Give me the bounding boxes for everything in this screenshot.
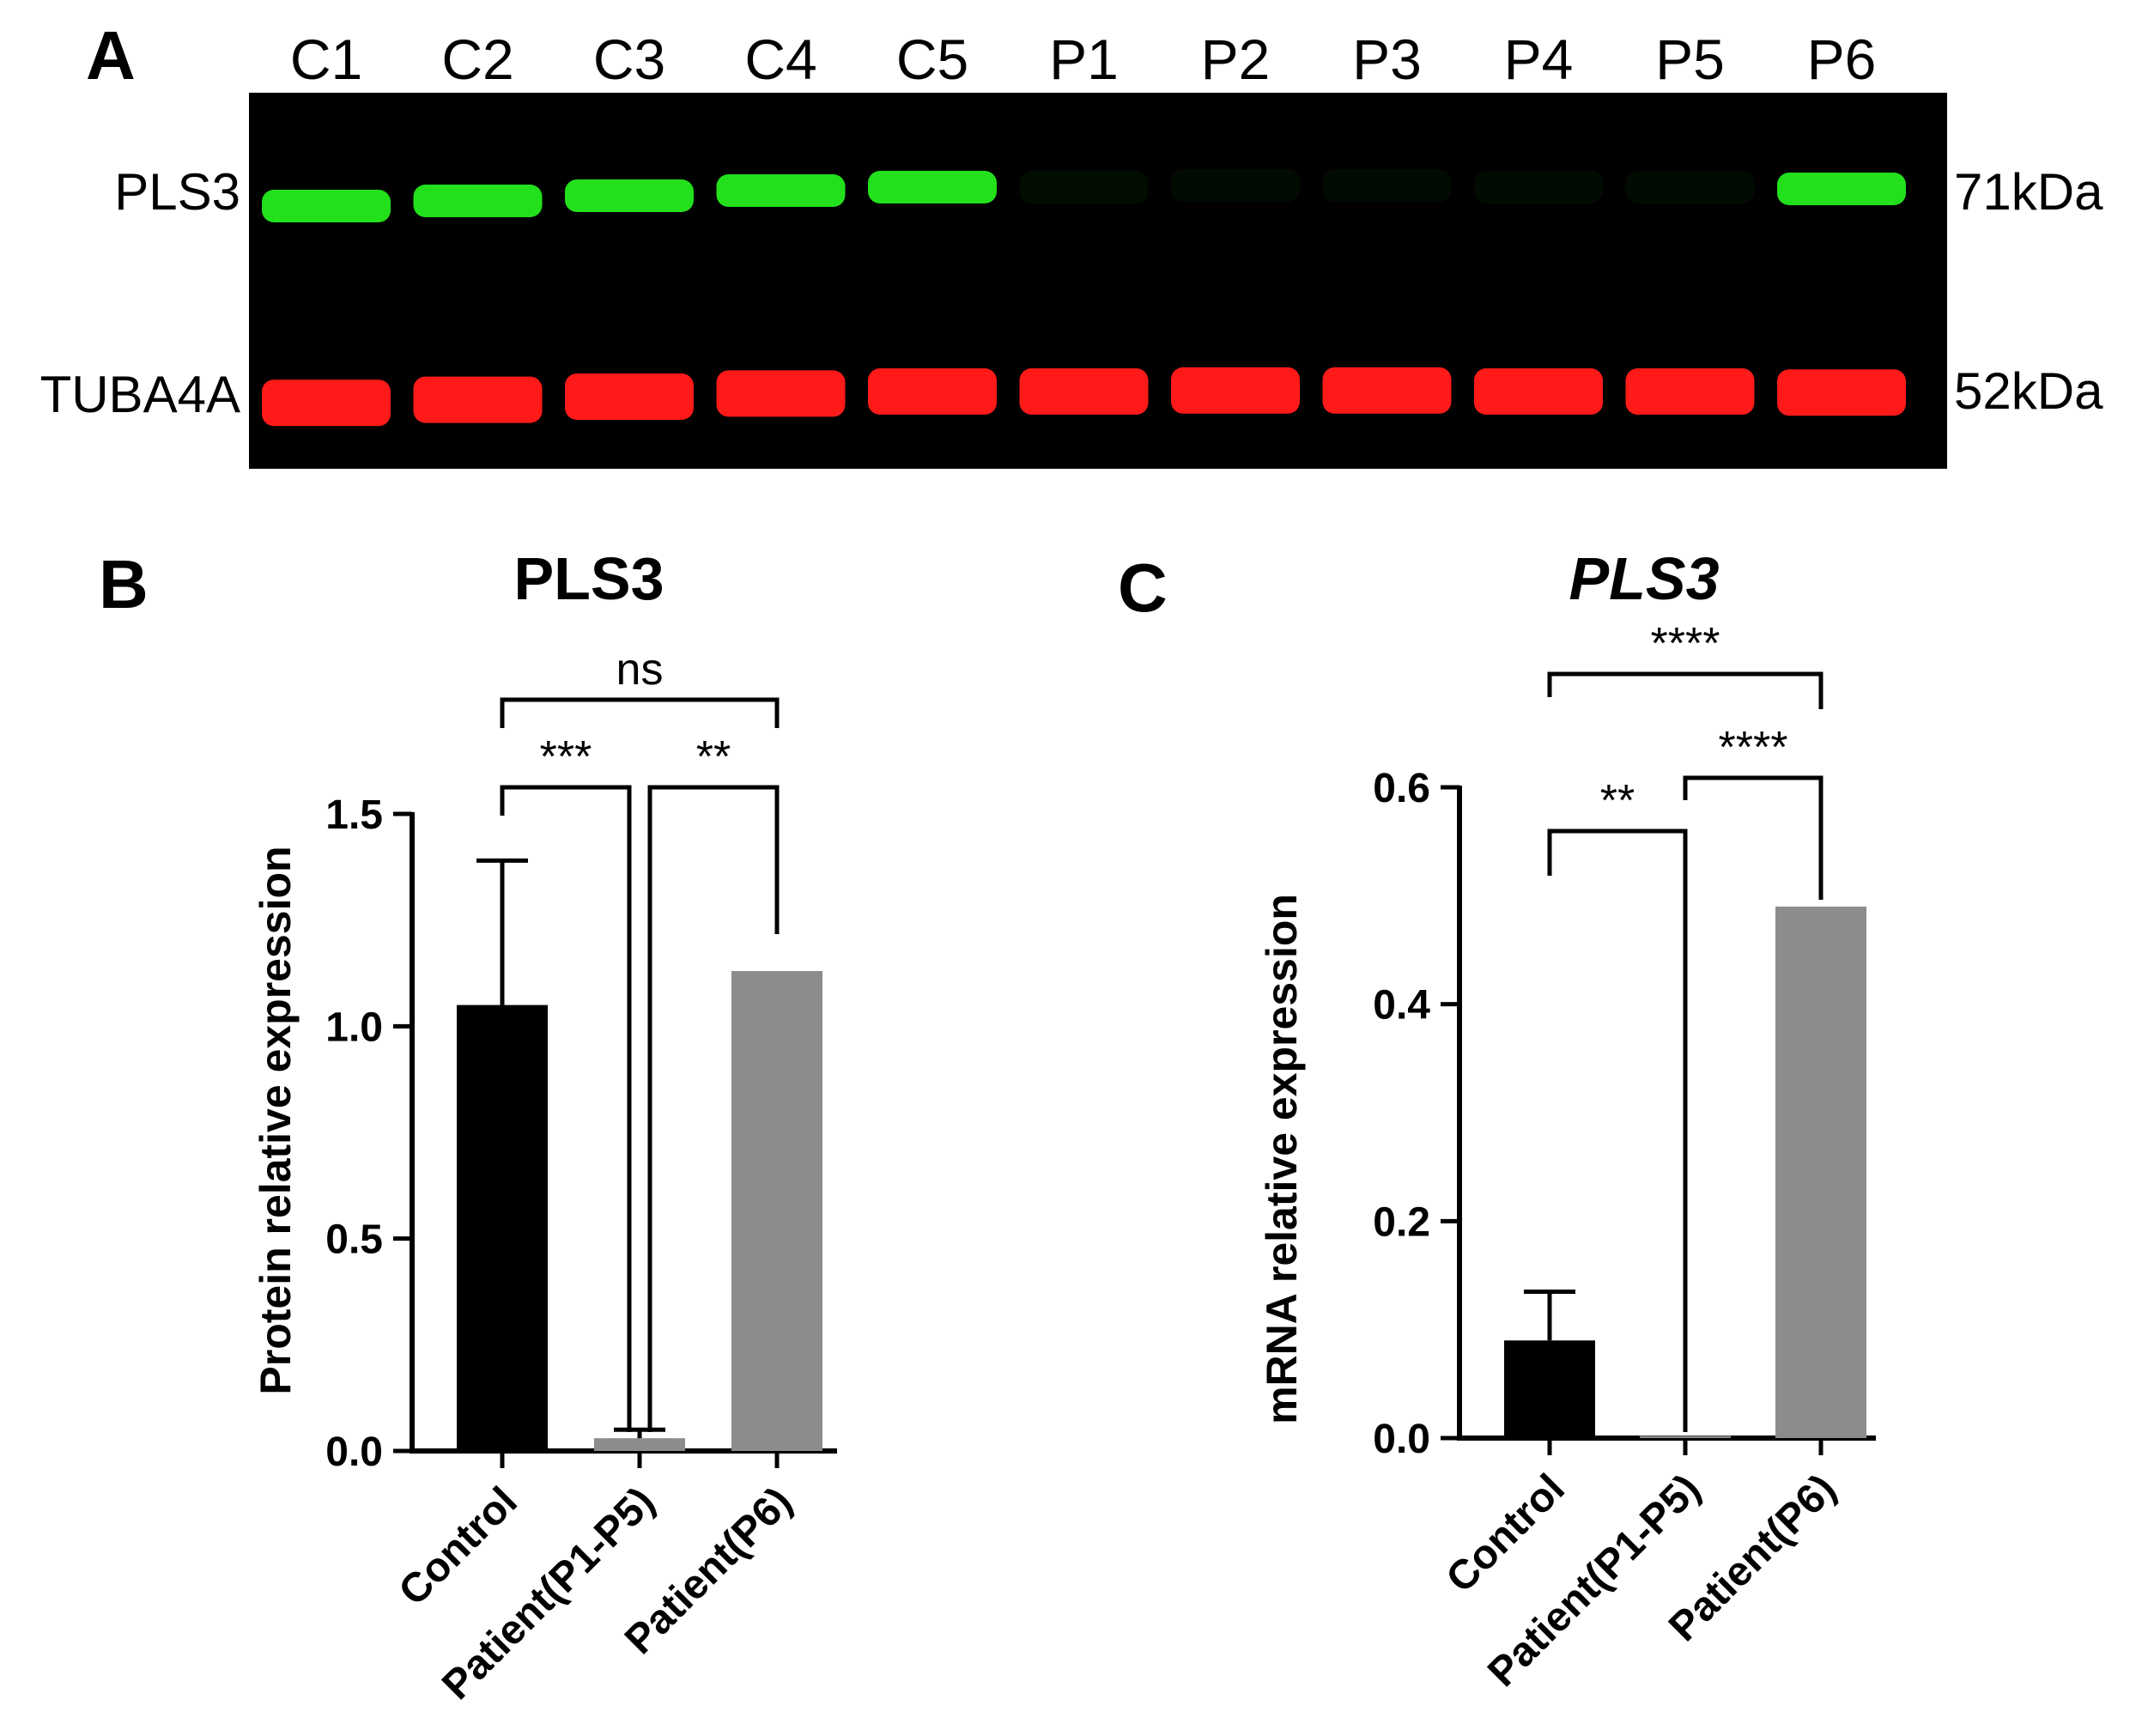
chart-c-ytick-label: 0.0 (1373, 1417, 1430, 1462)
chart-c-category-label: Control (1438, 1466, 1574, 1601)
panel-a-western-blot: A C1 C2 C3 C4 C5 P1 P2 P3 P4 P5 P6 PLS3 TUBA4A 71k… (40, 17, 2103, 469)
chart-c-bar (1504, 1340, 1595, 1438)
chart-b-significance-label: *** (540, 732, 592, 782)
band-tuba4a-p6 (1777, 369, 1906, 416)
chart-c-significance-bracket (1547, 671, 1823, 709)
panel-a-letter: A (86, 17, 136, 94)
band-pls3-p1 (1019, 171, 1149, 203)
chart-b-ytick-label: 0.5 (325, 1217, 383, 1263)
chart-c-bar (1775, 906, 1866, 1438)
chart-b-plot: 0.00.51.01.5ControlPatient(P1-P5)Patient… (325, 645, 837, 1709)
chart-b-category-label: Control (391, 1478, 526, 1614)
panel-c-letter: C (1118, 549, 1168, 626)
chart-c-significance-label: **** (1719, 723, 1788, 773)
lane-label-c2: C2 (441, 27, 513, 91)
band-pls3-c2 (413, 185, 543, 217)
chart-b-bar (731, 971, 822, 1451)
chart-b-title: PLS3 (513, 545, 664, 612)
chart-b-ytick-label: 1.0 (325, 1005, 383, 1050)
band-pls3-c4 (716, 174, 846, 207)
chart-c-bar (1640, 1436, 1731, 1438)
chart-c-ylabel: mRNA relative expression (1258, 894, 1306, 1424)
chart-b-bar (457, 1005, 548, 1451)
lane-label-c4: C4 (744, 27, 816, 91)
chart-c-significance-label: **** (1651, 619, 1720, 669)
band-tuba4a-c1 (262, 379, 391, 427)
lane-label-c1: C1 (290, 27, 362, 91)
chart-b-bar (594, 1438, 685, 1451)
band-pls3-p6 (1777, 173, 1906, 205)
lane-label-p5: P5 (1655, 27, 1725, 91)
band-tuba4a-p2 (1171, 367, 1300, 414)
chart-c-significance-bracket (1547, 829, 1688, 1432)
band-pls3-c3 (565, 179, 694, 212)
size-label-52kda: 52kDa (1954, 362, 2103, 420)
chart-c-plot: 0.00.20.40.6ControlPatient(P1-P5)Patient… (1373, 619, 1876, 1696)
band-tuba4a-p4 (1474, 368, 1603, 415)
band-tuba4a-c4 (716, 370, 846, 417)
band-pls3-p5 (1625, 171, 1755, 203)
panel-c-mrna-chart: C PLS3 mRNA relative expression 0.0 0.2 0.… (1118, 545, 1876, 1696)
band-tuba4a-c5 (868, 368, 997, 415)
chart-c-significance-label: ** (1600, 776, 1635, 826)
chart-c-ytick-label: 0.4 (1373, 983, 1430, 1029)
chart-b-ytick-label: 0.0 (325, 1429, 383, 1475)
blot-bands (262, 169, 1906, 427)
chart-b-significance-bracket (500, 697, 780, 728)
lane-label-p6: P6 (1807, 27, 1877, 91)
panel-b-protein-chart: B PLS3 Protein relative expression 0.0 0.… (99, 545, 837, 1709)
lane-labels: C1 C2 C3 C4 C5 P1 P2 P3 P4 P5 P6 (290, 27, 1877, 91)
band-tuba4a-p3 (1322, 367, 1452, 414)
chart-b-ytick-label: 1.5 (325, 792, 383, 838)
chart-b-significance-bracket (647, 785, 780, 1432)
band-pls3-p2 (1171, 169, 1300, 202)
lane-label-p3: P3 (1352, 27, 1422, 91)
chart-b-significance-bracket (500, 785, 632, 1432)
band-tuba4a-p1 (1019, 368, 1149, 415)
lane-label-p2: P2 (1201, 27, 1271, 91)
size-label-71kda: 71kDa (1954, 163, 2103, 221)
chart-b-significance-label: ns (616, 645, 664, 695)
row-label-pls3: PLS3 (114, 163, 240, 221)
chart-b-significance-label: ** (696, 732, 731, 782)
lane-label-p1: P1 (1049, 27, 1119, 91)
chart-c-significance-bracket (1683, 775, 1823, 900)
chart-b-ylabel: Protein relative expression (252, 846, 300, 1394)
band-tuba4a-p5 (1625, 368, 1755, 415)
band-pls3-c1 (262, 190, 391, 222)
band-pls3-p3 (1322, 169, 1452, 202)
lane-label-p4: P4 (1504, 27, 1574, 91)
band-pls3-c5 (868, 171, 997, 203)
band-tuba4a-c2 (413, 376, 543, 423)
band-pls3-p4 (1474, 171, 1603, 203)
chart-c-ytick-label: 0.6 (1373, 766, 1430, 811)
lane-label-c3: C3 (593, 27, 665, 91)
row-label-tuba4a: TUBA4A (40, 366, 240, 423)
chart-c-title: PLS3 (1569, 545, 1719, 612)
chart-c-ytick-label: 0.2 (1373, 1199, 1430, 1245)
panel-b-letter: B (99, 546, 149, 622)
lane-label-c5: C5 (896, 27, 968, 91)
band-tuba4a-c3 (565, 373, 694, 420)
